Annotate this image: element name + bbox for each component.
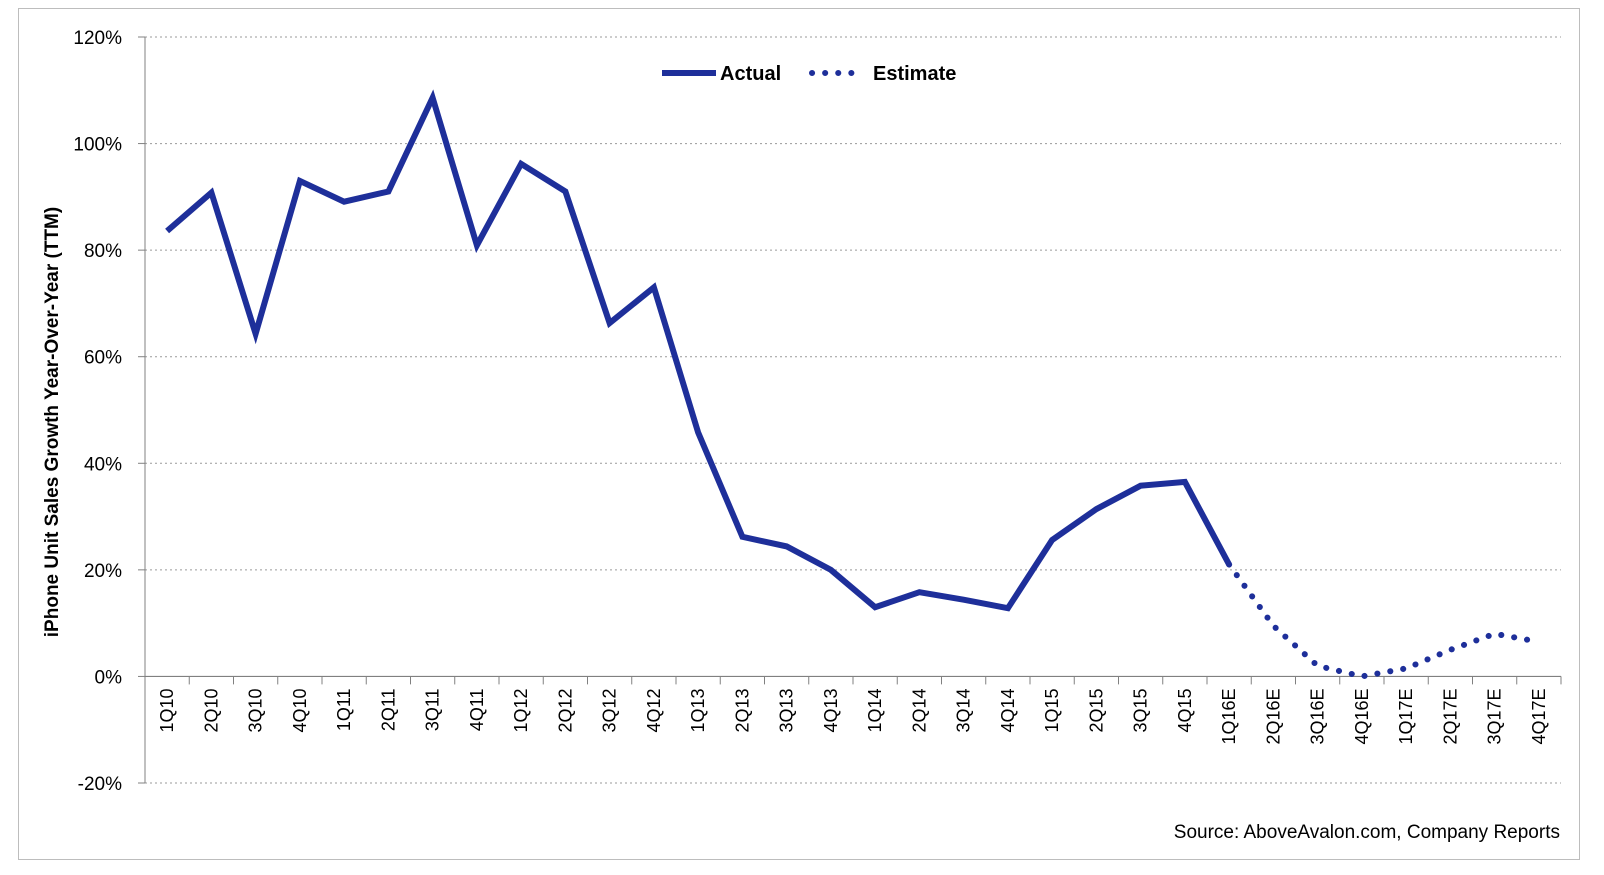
x-tick-label: 4Q12: [644, 688, 664, 732]
data-point-actual: [255, 333, 256, 334]
y-tick-labels: -20% 0% 20% 40% 60% 80% 100% 120%: [73, 28, 122, 795]
x-tick-label: 2Q16E: [1263, 688, 1283, 744]
legend-actual-label: Actual: [720, 63, 781, 85]
x-tick-label: 2Q13: [732, 688, 752, 732]
legend-estimate-label: Estimate: [873, 63, 956, 85]
data-point-actual: [653, 287, 654, 288]
data-point-estimate: [1361, 676, 1362, 677]
x-tick-label: 3Q13: [777, 688, 797, 732]
x-tick-label: 3Q17E: [1485, 688, 1505, 744]
data-point-estimate: [1538, 641, 1539, 642]
y-axis-title: iPhone Unit Sales Growth Year-Over-Year …: [42, 207, 63, 637]
x-tick-label: 2Q17E: [1440, 688, 1460, 744]
data-point-actual: [830, 569, 831, 570]
x-tick-label: 3Q14: [954, 688, 974, 732]
data-point-actual: [609, 323, 610, 324]
y-tick-label: 0%: [95, 667, 123, 688]
data-point-actual: [432, 97, 433, 98]
y-tick-label: 120%: [73, 28, 122, 49]
data-point-actual: [1052, 540, 1053, 541]
data-point-actual: [167, 230, 168, 231]
data-point-actual: [521, 163, 522, 164]
x-tick-label: 4Q17E: [1529, 688, 1549, 744]
x-tick-label: 1Q13: [688, 688, 708, 732]
x-tick-label: 2Q12: [555, 688, 575, 732]
data-point-actual: [476, 245, 477, 246]
data-point-actual: [786, 546, 787, 547]
x-tick-label: 1Q15: [1042, 688, 1062, 732]
x-tick-label: 4Q16E: [1352, 688, 1372, 744]
x-tick-label: 3Q15: [1131, 688, 1151, 732]
x-tick-label: 4Q11: [467, 688, 487, 731]
x-tick-label: 1Q14: [865, 688, 885, 732]
x-tick-label: 3Q11: [423, 688, 443, 731]
data-point-actual: [963, 599, 964, 600]
x-tick-label: 4Q15: [1175, 688, 1195, 732]
data-point-estimate: [1450, 649, 1451, 650]
grid-lines: [145, 36, 1561, 784]
series-line-estimate: [1226, 561, 1542, 680]
data-point-actual: [875, 607, 876, 608]
x-tick-label: 2Q15: [1086, 688, 1106, 732]
data-point-estimate: [1273, 625, 1274, 626]
x-tick-label: 2Q10: [201, 688, 221, 732]
y-tick-label: 20%: [84, 561, 122, 582]
data-point-actual: [1096, 509, 1097, 510]
data-point-estimate: [1229, 564, 1230, 565]
x-tick-label: 1Q11: [334, 688, 354, 731]
data-point-estimate: [1494, 633, 1495, 634]
data-point-actual: [299, 180, 300, 181]
chart-frame: [18, 8, 1580, 860]
y-tick-label: 80%: [84, 241, 122, 262]
y-tick-label: 60%: [84, 348, 122, 369]
y-tick-label: 40%: [84, 454, 122, 475]
x-tick-label: 1Q12: [511, 688, 531, 732]
legend: Actual Estimate: [662, 63, 956, 85]
x-tick-label: 3Q10: [246, 688, 266, 732]
data-point-actual: [1007, 608, 1008, 609]
data-point-actual: [919, 592, 920, 593]
data-point-actual: [698, 432, 699, 433]
y-tick-label: -20%: [78, 774, 122, 795]
series-lines: [165, 89, 1542, 680]
data-point-actual: [565, 191, 566, 192]
x-tick-label: 3Q12: [600, 688, 620, 732]
data-point-estimate: [1317, 665, 1318, 666]
data-point-estimate: [1406, 668, 1407, 669]
x-tick-label: 4Q13: [821, 688, 841, 732]
x-tick-label: 4Q14: [998, 688, 1018, 732]
x-tick-label: 1Q17E: [1396, 688, 1416, 744]
data-point-actual: [211, 192, 212, 193]
axes: [138, 36, 1562, 784]
x-tick-label: 1Q16E: [1219, 688, 1239, 744]
source-annotation: Source: AboveAvalon.com, Company Reports: [1174, 822, 1560, 843]
data-point-actual: [1140, 485, 1141, 486]
x-tick-label: 2Q14: [909, 688, 929, 732]
y-tick-label: 100%: [73, 135, 122, 156]
x-tick-labels: 1Q10 2Q10 3Q10 4Q10 1Q11 2Q11 3Q11 4Q11 1Q12 2Q12…: [157, 688, 1549, 744]
data-point-actual: [344, 201, 345, 202]
x-tick-label: 3Q16E: [1308, 688, 1328, 744]
data-point-actual: [742, 536, 743, 537]
series-line-actual: [165, 89, 1232, 612]
data-point-actual: [388, 191, 389, 192]
x-tick-label: 1Q10: [157, 688, 177, 732]
x-tick-label: 2Q11: [378, 688, 398, 731]
x-tick-label: 4Q10: [290, 688, 310, 732]
data-point-actual: [1184, 481, 1185, 482]
